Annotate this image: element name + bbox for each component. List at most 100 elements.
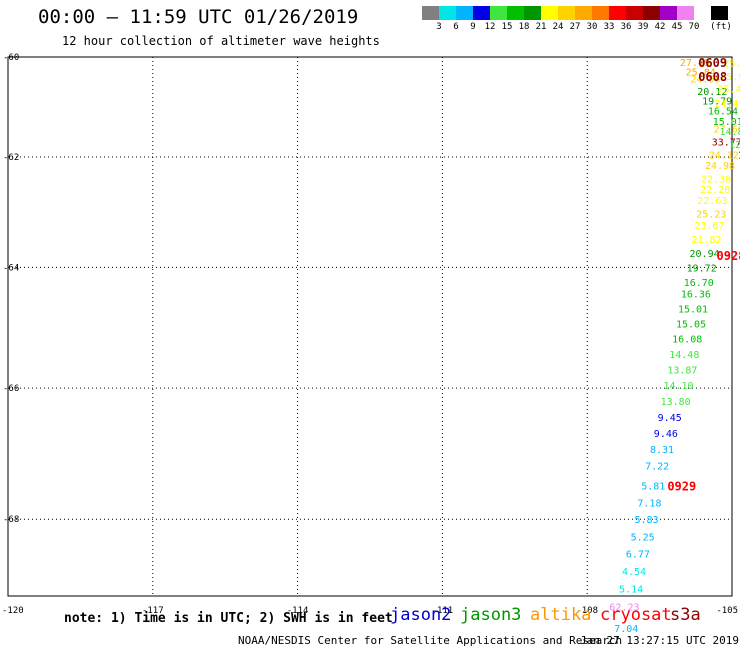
- legend-swatch: [677, 6, 694, 20]
- wave-height-label: 13.80: [661, 397, 691, 408]
- wave-height-label: 19.72: [687, 263, 717, 274]
- legend-label: 27: [569, 22, 581, 32]
- wave-height-label: 15.05: [676, 319, 706, 330]
- legend-label: 12: [484, 22, 496, 32]
- wave-height-label: 21.82: [691, 235, 721, 246]
- map-subtitle: 12 hour collection of altimeter wave hei…: [62, 34, 380, 48]
- wave-height-label: 22.30: [701, 174, 731, 185]
- satellite-name-cryosat: cryosat: [600, 605, 672, 625]
- wave-height-label: 6.77: [626, 550, 650, 561]
- legend-label: 3: [436, 22, 442, 32]
- wave-height-label: 14.89: [719, 127, 740, 138]
- latitude-label: -64: [3, 263, 19, 273]
- legend-swatch: [592, 6, 609, 20]
- wave-height-label: 7.22: [645, 462, 669, 473]
- legend-label: 15: [501, 22, 513, 32]
- wave-height-label: 4.54: [622, 567, 646, 578]
- wave-height-label: 25.84: [686, 67, 716, 78]
- wave-height-label: 14.10: [663, 381, 693, 392]
- latitude-label: -68: [3, 515, 19, 525]
- wave-height-label: 16.54: [708, 107, 738, 118]
- wave-height-label: 14.48: [669, 350, 699, 361]
- wave-height-label: 15.01: [678, 305, 708, 316]
- legend-swatch: [422, 6, 439, 20]
- pass-time-label: 0609: [698, 56, 727, 70]
- legend-label: 70: [688, 22, 700, 32]
- legend-label: 21: [535, 22, 547, 32]
- wave-height-label: 25.23: [696, 210, 726, 221]
- wave-height-label: 11.30: [738, 150, 740, 161]
- latitude-label: -62: [3, 153, 19, 163]
- legend-swatch: [643, 6, 660, 20]
- legend-swatch: [660, 6, 677, 20]
- longitude-label: -111: [432, 606, 454, 616]
- wave-height-label: 27.66: [714, 124, 740, 135]
- legend-label: 39: [637, 22, 649, 32]
- legend-swatch: [609, 6, 626, 20]
- longitude-label: -117: [142, 606, 164, 616]
- wave-height-label: 20.94: [690, 249, 720, 260]
- longitude-label: -108: [576, 606, 598, 616]
- wave-height-label: 24.55: [690, 75, 720, 86]
- satellite-name-jason2: jason2: [390, 605, 452, 625]
- plot-border: [7, 56, 733, 597]
- legend-swatch: [626, 6, 643, 20]
- wave-height-label: 5.81: [641, 482, 665, 493]
- wave-height-label: 23.67: [694, 221, 724, 232]
- legend-label: 30: [586, 22, 598, 32]
- satellite-name-altika: altika: [530, 605, 592, 625]
- pass-time-label: 0929: [667, 480, 696, 494]
- longitude-label: -120: [2, 606, 24, 616]
- wave-height-label: 24.49: [715, 99, 740, 110]
- legend-swatch: [507, 6, 524, 20]
- legend-label: 6: [453, 22, 459, 32]
- legend-swatch: [711, 6, 728, 20]
- wave-height-label: 20.12: [697, 87, 727, 98]
- wave-height-label: 19.79: [702, 97, 732, 108]
- wave-height-label: 13.87: [667, 365, 697, 376]
- legend-label: 42: [654, 22, 666, 32]
- pass-time-label: 0608: [698, 70, 727, 84]
- wave-height-label: 24.12: [709, 150, 739, 161]
- legend-label: 45: [671, 22, 683, 32]
- wave-height-label: 62.23: [609, 602, 639, 613]
- graticule-grid: [8, 57, 732, 596]
- wave-height-label: 5.25: [631, 532, 655, 543]
- wave-height-label: 25.60: [723, 59, 740, 70]
- wave-height-label: 7.04: [614, 624, 638, 635]
- wave-height-label: 22.63: [697, 196, 727, 207]
- legend-swatch: [524, 6, 541, 20]
- wave-height-label: 33.77: [712, 137, 740, 148]
- footer-note: note: 1) Time is in UTC; 2) SWH is in fe…: [64, 611, 393, 626]
- wave-height-label: 15.01: [713, 117, 740, 128]
- map-frame: [7, 56, 733, 597]
- legend-unit: (ft): [710, 22, 732, 32]
- credit-line: NOAA/NESDIS Center for Satellite Applica…: [238, 634, 623, 647]
- pass-time-labels: 06090608009280929: [667, 56, 740, 494]
- satellite-name-s3a: s3a: [670, 605, 701, 625]
- legend-swatch: [575, 6, 592, 20]
- legend-swatch: [490, 6, 507, 20]
- longitude-label: -114: [287, 606, 309, 616]
- wave-height-label: 16.36: [681, 290, 711, 301]
- longitude-label: -105: [716, 606, 738, 616]
- wave-height-label: 8.31: [650, 445, 674, 456]
- wave-height-label: 22.20: [700, 185, 730, 196]
- legend-swatch: [439, 6, 456, 20]
- legend-swatch: [694, 6, 711, 20]
- wave-height-label: 27.49: [680, 58, 710, 69]
- legend-swatch: [541, 6, 558, 20]
- wave-height-label: 25.48: [718, 84, 740, 95]
- latitude-label: -60: [3, 53, 19, 63]
- wave-height-label: 16.08: [672, 335, 702, 346]
- latitude-label: -66: [3, 384, 19, 394]
- generation-timestamp: Jan 27 13:27:15 UTC 2019: [580, 634, 739, 647]
- pass-time-label: 0928: [717, 249, 740, 263]
- wave-height-label: 25.95: [720, 72, 740, 83]
- wave-height-label: 5.14: [619, 585, 643, 596]
- legend-swatch: [473, 6, 490, 20]
- wave-height-label: 12.80: [729, 140, 740, 151]
- wave-height-label: 16.70: [684, 278, 714, 289]
- wave-height-label: 9.46: [654, 429, 678, 440]
- legend-label: 36: [620, 22, 632, 32]
